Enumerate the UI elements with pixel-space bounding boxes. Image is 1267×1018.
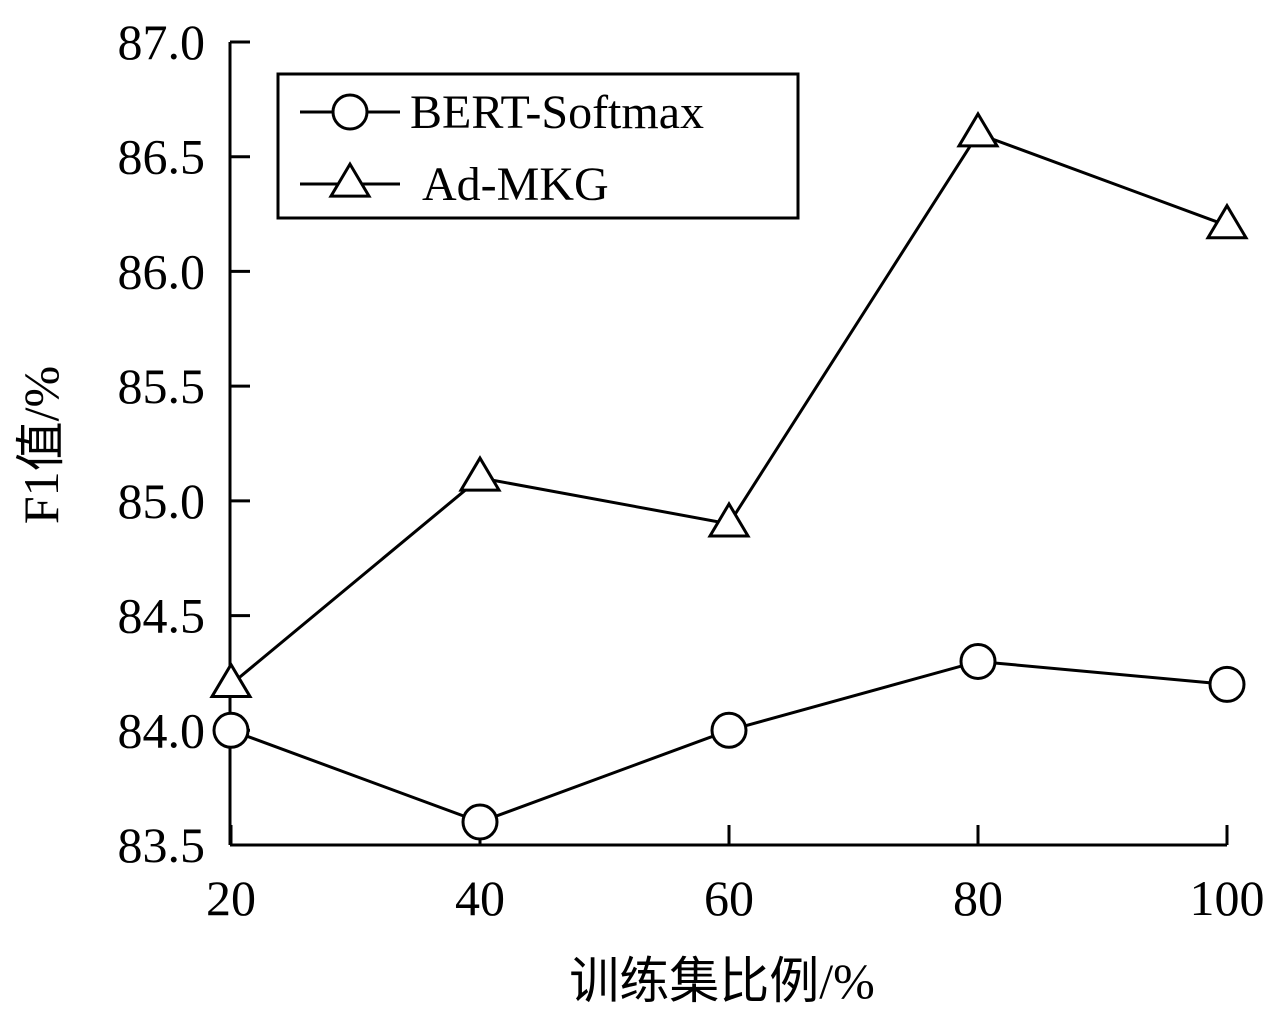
series-layer (209, 110, 1249, 841)
data-point-triangle (707, 501, 751, 538)
x-tick-label: 80 (953, 870, 1003, 926)
series-triangle (209, 110, 1249, 699)
legend-marker-triangle (328, 161, 372, 198)
y-tick-label: 85.5 (118, 358, 206, 414)
data-point-circle (1208, 665, 1246, 703)
data-point-circle (710, 711, 748, 749)
data-point-circle (959, 642, 997, 680)
x-tick-label: 20 (206, 870, 256, 926)
y-tick-label: 85.0 (118, 473, 206, 529)
y-tick-label: 86.5 (118, 129, 206, 185)
legend-item: BERT-Softmax (300, 86, 704, 139)
legend-label: Ad-MKG (422, 158, 609, 211)
data-point-circle (461, 803, 499, 841)
data-point-triangle (1205, 202, 1249, 240)
legend-item: Ad-MKG (300, 158, 609, 211)
y-tick-label: 84.0 (118, 702, 206, 758)
y-tick-label: 86.0 (118, 243, 206, 299)
y-tick-label: 84.5 (118, 588, 206, 644)
y-axis-title: F1值/% (13, 366, 69, 524)
y-tick-label: 87.0 (118, 14, 206, 70)
data-point-circle (212, 711, 250, 749)
x-tick-label: 100 (1190, 870, 1265, 926)
legend-marker-circle (331, 93, 369, 131)
y-tick-label: 83.5 (118, 817, 206, 873)
x-axis-title: 训练集比例/% (569, 953, 875, 1009)
x-tick-label: 40 (455, 870, 505, 926)
legend-label: BERT-Softmax (410, 86, 704, 139)
data-point-triangle (458, 455, 502, 492)
data-point-triangle (956, 110, 1000, 148)
x-axis-ticks: 20 40 60 80 100 (206, 825, 1265, 926)
x-tick-label: 60 (704, 870, 754, 926)
y-axis-ticks: 83.5 84.0 84.5 85.0 85.5 86.0 86.5 87.0 (118, 14, 250, 873)
data-point-triangle (209, 661, 253, 699)
legend: BERT-Softmax Ad-MKG (276, 72, 800, 220)
series-circle (212, 642, 1246, 841)
